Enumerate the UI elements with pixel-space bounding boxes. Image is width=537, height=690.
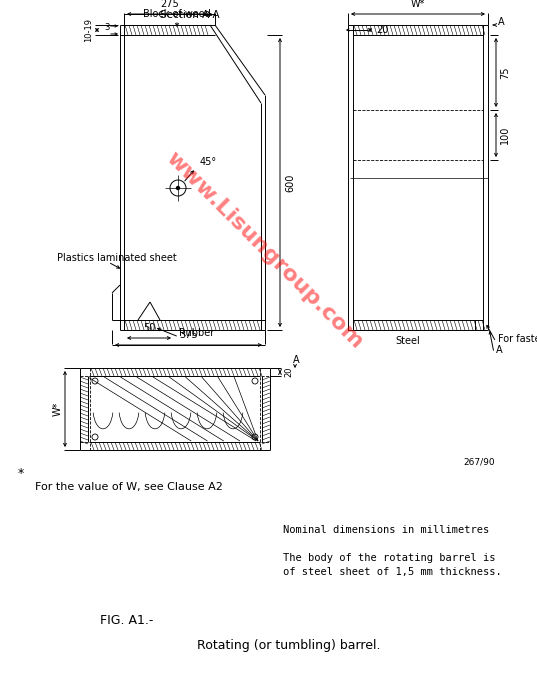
Text: FIG. A1.-: FIG. A1.-: [100, 613, 154, 627]
Text: 267/90: 267/90: [463, 457, 495, 466]
Text: www.Lisungroup.com: www.Lisungroup.com: [163, 148, 367, 353]
Text: Plastics laminated sheet: Plastics laminated sheet: [57, 253, 177, 263]
Text: 3: 3: [104, 23, 110, 32]
Text: 45°: 45°: [200, 157, 217, 167]
Text: Rubber: Rubber: [179, 328, 214, 338]
Text: *: *: [18, 468, 24, 480]
Text: 100: 100: [500, 126, 510, 144]
Text: A: A: [293, 355, 300, 365]
Text: For fastening of ends: For fastening of ends: [498, 334, 537, 344]
Text: 10-19: 10-19: [84, 18, 93, 42]
Text: 275: 275: [160, 0, 179, 9]
Text: For the value of W, see Clause A2: For the value of W, see Clause A2: [35, 482, 223, 492]
Text: Section A-A: Section A-A: [160, 10, 220, 20]
Text: 600: 600: [285, 173, 295, 192]
Text: 75: 75: [500, 66, 510, 79]
Text: 375: 375: [179, 330, 198, 340]
Text: Rotating (or tumbling) barrel.: Rotating (or tumbling) barrel.: [197, 638, 381, 651]
Text: W*: W*: [53, 402, 63, 416]
Text: A: A: [496, 345, 503, 355]
Text: Steel: Steel: [396, 336, 420, 346]
Text: The body of the rotating barrel is: The body of the rotating barrel is: [283, 553, 496, 563]
Text: A: A: [498, 17, 505, 27]
Circle shape: [177, 186, 179, 190]
Text: 50: 50: [143, 323, 155, 333]
Text: Block of wood: Block of wood: [143, 9, 211, 19]
Text: 20: 20: [284, 367, 293, 377]
Text: Nominal dimensions in millimetres: Nominal dimensions in millimetres: [283, 525, 489, 535]
Text: W*: W*: [411, 0, 425, 9]
Text: of steel sheet of 1,5 mm thickness.: of steel sheet of 1,5 mm thickness.: [283, 567, 502, 577]
Text: 20: 20: [376, 25, 388, 35]
